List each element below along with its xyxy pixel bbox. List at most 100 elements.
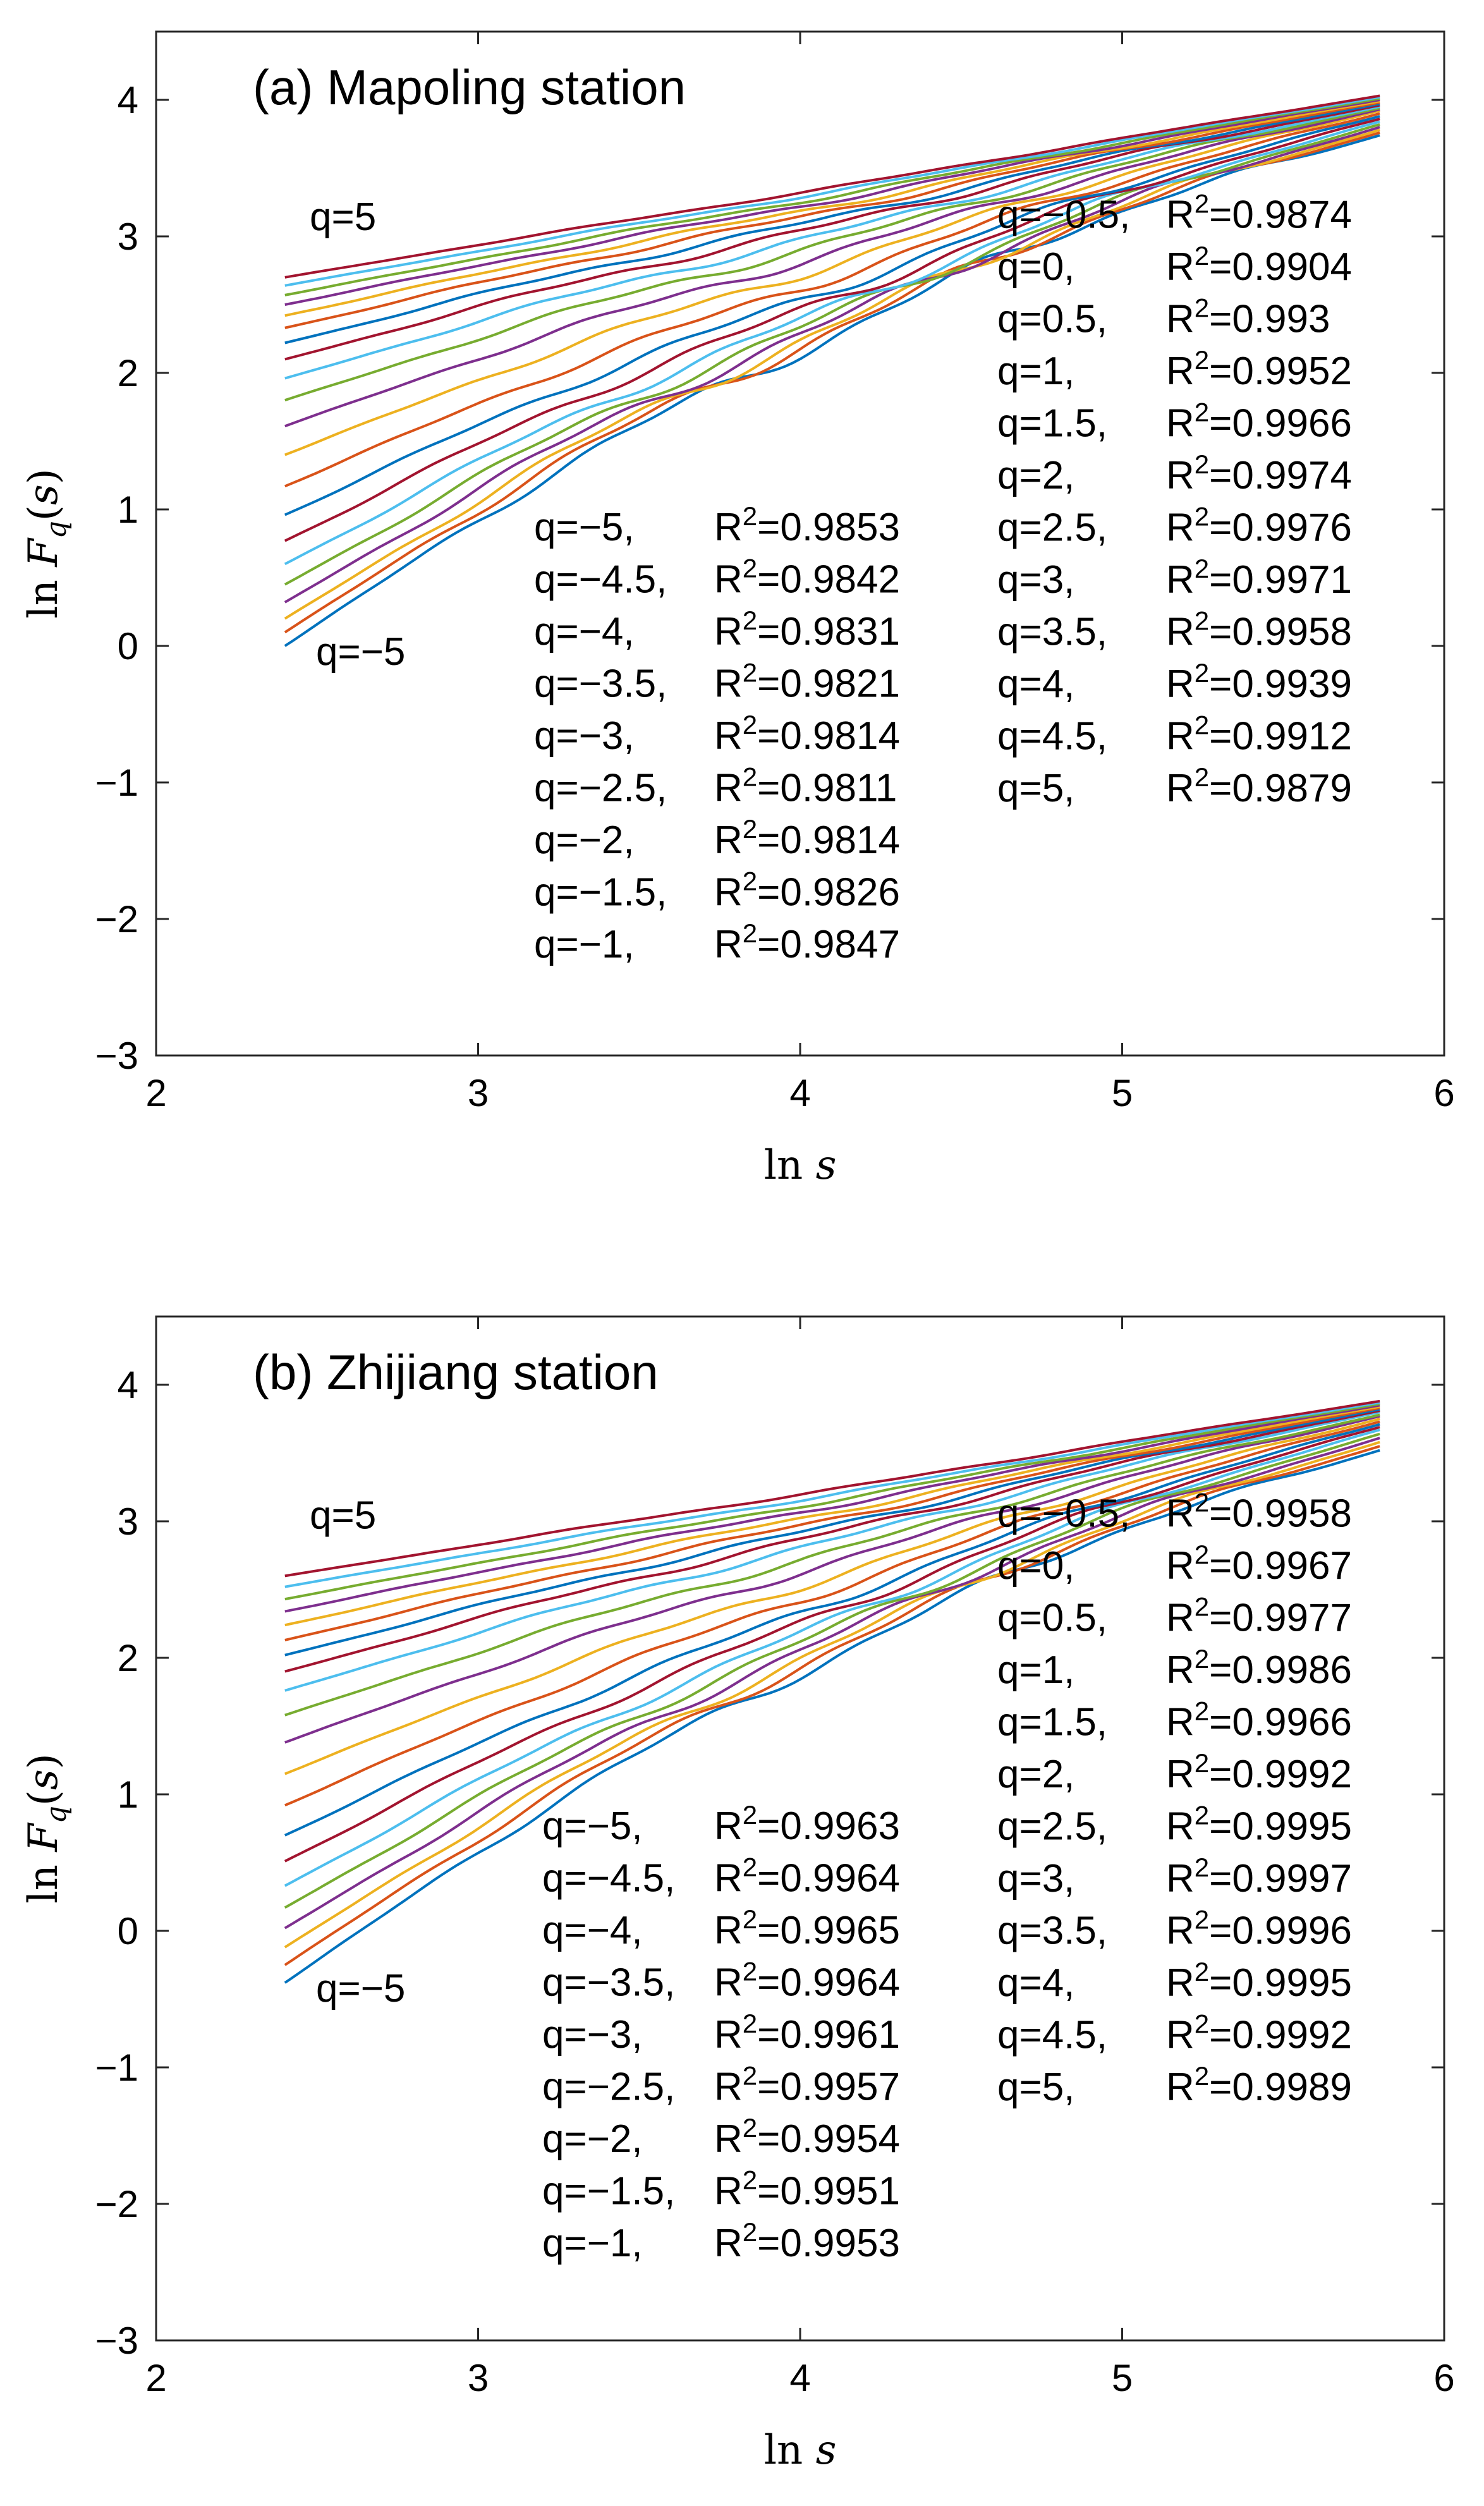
x-tick-label: 6 (1433, 1072, 1454, 1114)
series-line-q-2.5 (284, 120, 1380, 566)
r2-right-row-r2: R2=0.9977 (1166, 1592, 1352, 1640)
y-tick-label: 2 (118, 1637, 138, 1679)
series-line-q-0.5 (284, 1418, 1380, 1775)
r2-right-row-r2: R2=0.993 (1166, 293, 1330, 341)
r2-right-row-r2: R2=0.9958 (1166, 606, 1352, 654)
r2-right-row-q: q=1.5, (997, 1701, 1107, 1744)
r2-left-row-r2: R2=0.9853 (714, 501, 900, 549)
r2-left-row-q: q=−2, (542, 2117, 643, 2161)
series-line-q-3 (284, 1432, 1380, 1909)
x-axis-label: ln s (764, 2427, 837, 2474)
r2-right-row-q: q=1, (997, 1648, 1074, 1692)
r2-left-row-r2: R2=0.9953 (714, 2217, 900, 2265)
q-bottom-label: q=−5 (316, 1967, 405, 2010)
r2-right-row-r2: R2=0.9997 (1166, 1852, 1352, 1901)
r2-right-row-r2: R2=0.9989 (1166, 2061, 1352, 2109)
series-line-q3.5 (284, 1404, 1380, 1613)
r2-right-row-q: q=0, (997, 1544, 1074, 1588)
r2-right-row-q: q=−0.5, (997, 1492, 1130, 1536)
series-line-q2 (284, 1408, 1380, 1657)
y-tick-label: 4 (118, 79, 138, 121)
r2-right-row-r2: R2=0.9874 (1166, 189, 1352, 237)
r2-left-row-r2: R2=0.9957 (714, 2061, 900, 2109)
x-tick-label: 3 (468, 2357, 489, 2399)
r2-left-row-q: q=−2.5, (542, 2065, 675, 2109)
x-tick-label: 2 (145, 2357, 166, 2399)
series-line-q-1 (284, 1420, 1380, 1807)
r2-left-row-q: q=−3.5, (542, 1961, 675, 2005)
r2-right-row-r2: R2=0.9995 (1166, 1957, 1352, 2005)
r2-right-row-r2: R2=0.9904 (1166, 241, 1352, 289)
series-line-q1 (284, 1411, 1380, 1692)
q-bottom-label: q=−5 (316, 630, 405, 674)
x-tick-label: 6 (1433, 2357, 1454, 2399)
r2-right-row-r2: R2=0.9992 (1166, 2009, 1352, 2057)
r2-left-row-q: q=−4.5, (542, 1857, 675, 1901)
r2-right-row-r2: R2=0.9952 (1166, 345, 1352, 393)
r2-right-row-q: q=2, (997, 1753, 1074, 1796)
series-line-q2.5 (284, 1406, 1380, 1641)
series-line-q3 (284, 1405, 1380, 1627)
chart-panel-b: 2 3 4 5 6 −3 −2 −1 0 1 2 3 4 (b) Zhijiang station q=5 q… (20, 1315, 1455, 2474)
y-tick-label: −1 (95, 762, 138, 804)
y-tick-label: −2 (95, 2183, 138, 2225)
series-line-q-5 (284, 134, 1380, 647)
panel-title: (b) Zhijiang station (253, 1344, 659, 1400)
series-line-q0.5 (284, 1413, 1380, 1717)
r2-left-row-r2: R2=0.9951 (714, 2165, 900, 2213)
series-line-q4.5 (284, 1401, 1380, 1588)
series-line-q4 (284, 1402, 1380, 1601)
chart-panel-a: 2 3 4 5 6 −3 −2 −1 0 1 2 3 4 (a) Mapoling station q=5 q… (20, 30, 1455, 1189)
r2-right-row-q: q=2.5, (997, 506, 1107, 550)
series-line-q-4.5 (284, 1445, 1380, 1966)
series-line-q-3.5 (284, 1437, 1380, 1930)
r2-right-row-q: q=2.5, (997, 1805, 1107, 1849)
r2-right-row-q: q=3, (997, 1857, 1074, 1901)
y-tick-label: 1 (118, 1773, 138, 1816)
r2-left-row-q: q=−2, (534, 818, 635, 862)
series-line-q-0.5 (284, 109, 1380, 456)
r2-right-row-q: q=5, (997, 2065, 1074, 2109)
series-line-q-1.5 (284, 114, 1380, 516)
series-line-q4 (284, 97, 1380, 296)
q-top-label: q=5 (310, 1493, 376, 1537)
x-axis-label: ln s (764, 1142, 837, 1189)
r2-left-row-q: q=−1, (534, 923, 635, 966)
r2-left-row-r2: R2=0.9842 (714, 554, 900, 602)
y-axis-label: ln Fq(s) (20, 1753, 73, 1903)
series-line-q-1 (284, 112, 1380, 488)
series-line-q-5 (284, 1449, 1380, 1984)
r2-left-row-r2: R2=0.9826 (714, 867, 900, 915)
r2-right-row-r2: R2=0.9966 (1166, 1696, 1352, 1744)
y-tick-label: 1 (118, 489, 138, 531)
r2-right-row-r2: R2=0.9986 (1166, 1644, 1352, 1692)
r2-right-row-q: q=1.5, (997, 402, 1107, 446)
r2-left-row-r2: R2=0.9964 (714, 1957, 900, 2005)
r2-right-row-q: q=0, (997, 245, 1074, 289)
series-line-q5 (284, 94, 1380, 279)
r2-right-row-r2: R2=0.9966 (1166, 398, 1352, 446)
series-line-q0 (284, 108, 1380, 428)
r2-left-row-r2: R2=0.9811 (714, 762, 897, 810)
y-tick-label: −3 (95, 2320, 138, 2362)
r2-right-row-r2: R2=0.9995 (1166, 1801, 1352, 1849)
r2-right-row-q: q=4.5, (997, 715, 1107, 758)
r2-right-row-q: q=5, (997, 767, 1074, 810)
r2-left-row-q: q=−2.5, (534, 767, 667, 810)
y-tick-label: −3 (95, 1035, 138, 1077)
r2-left-row-r2: R2=0.9961 (714, 2009, 900, 2057)
series-line-q2 (284, 102, 1380, 344)
x-tick-label: 5 (1112, 1072, 1133, 1114)
r2-left-row-r2: R2=0.9814 (714, 710, 900, 758)
r2-right-row-q: q=4.5, (997, 2014, 1107, 2057)
r2-right-row-r2: R2=0.9996 (1166, 1905, 1352, 1953)
r2-right-row-q: q=1, (997, 350, 1074, 393)
y-tick-label: −1 (95, 2047, 138, 2089)
x-tick-label: 2 (145, 1072, 166, 1114)
r2-left-row-q: q=−3, (542, 2013, 643, 2057)
r2-left-row-q: q=−5, (542, 1804, 643, 1848)
series-line-q-4.5 (284, 131, 1380, 634)
r2-left-row-q: q=−4.5, (534, 558, 667, 602)
series-line-q4.5 (284, 95, 1380, 287)
y-tick-label: 0 (118, 625, 138, 667)
